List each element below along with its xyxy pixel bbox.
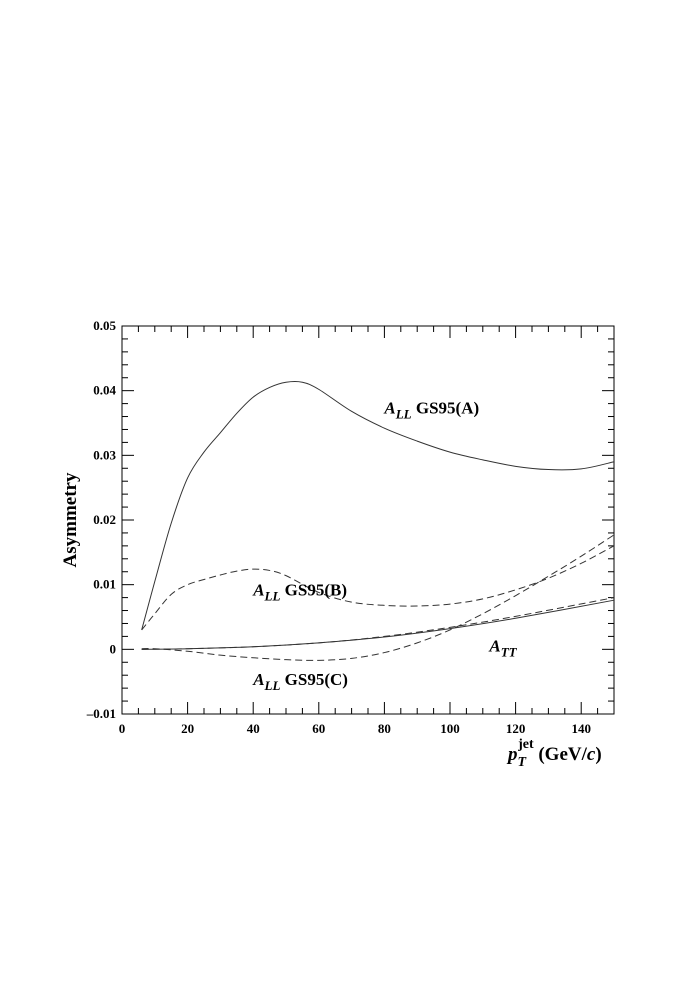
curve-annotations: ALL GS95(A)ALL GS95(B)ALL GS95(C)ATT	[252, 398, 517, 693]
series-line-1	[141, 380, 615, 631]
y-tick-label: 0.05	[93, 318, 116, 333]
curve-label-text: GS95(A)	[412, 398, 480, 417]
x-tick-label: 20	[181, 721, 194, 736]
series-line-2	[141, 545, 615, 631]
curve-label-text: GS95(C)	[280, 670, 348, 689]
x-axis-title: pTjet (GeV/c)	[506, 737, 602, 770]
x-tick-label: 120	[506, 721, 526, 736]
y-tick-label: 0.03	[93, 447, 116, 462]
series-line-4	[141, 599, 615, 650]
curve-label-subscript: LL	[264, 589, 281, 604]
curve-label-symbol: A	[488, 636, 500, 655]
curve-label-1: ALL GS95(A)	[383, 398, 479, 421]
x-tick-label: 0	[119, 721, 126, 736]
plot-frame	[121, 325, 615, 715]
tick-labels: 0 20 40 60 80 100 120 140–0.0100.010.020.030.04…	[86, 318, 591, 736]
curve-label-subscript: LL	[264, 678, 281, 693]
y-tick-label: 0	[110, 641, 117, 656]
x-tick-label: 80	[378, 721, 391, 736]
series-line-5	[141, 597, 615, 650]
series-lines	[141, 380, 615, 661]
x-axis-title-unit-c: c	[587, 744, 596, 765]
curve-label-4: ATT	[488, 636, 517, 659]
curve-label-subscript: LL	[395, 406, 412, 421]
curve-label-symbol: A	[252, 670, 264, 689]
x-tick-label: 40	[247, 721, 260, 736]
curve-label-text: GS95(B)	[280, 581, 347, 600]
x-axis-title-sub: T	[518, 755, 528, 770]
x-axis-title-unit: (GeV/	[534, 744, 588, 765]
curve-label-3: ALL GS95(C)	[252, 670, 348, 693]
x-axis-title-main: p	[506, 744, 518, 765]
x-axis-title-unit-close: )	[595, 744, 601, 765]
y-axis-title: Asymmetry	[60, 472, 81, 567]
y-tick-label: 0.01	[93, 577, 116, 592]
x-tick-label: 60	[312, 721, 325, 736]
series-line-3	[141, 534, 615, 661]
curve-label-symbol: A	[252, 581, 264, 600]
y-tick-label: 0.04	[93, 383, 116, 398]
y-tick-label: –0.01	[86, 706, 116, 721]
curve-label-subscript: TT	[501, 644, 518, 659]
y-tick-label: 0.02	[93, 512, 116, 527]
axis-ticks	[121, 325, 615, 715]
x-tick-label: 100	[440, 721, 460, 736]
curve-label-symbol: A	[383, 398, 395, 417]
curve-label-2: ALL GS95(B)	[252, 581, 347, 604]
x-axis-title-sup: jet	[517, 737, 534, 752]
x-tick-label: 140	[571, 721, 591, 736]
